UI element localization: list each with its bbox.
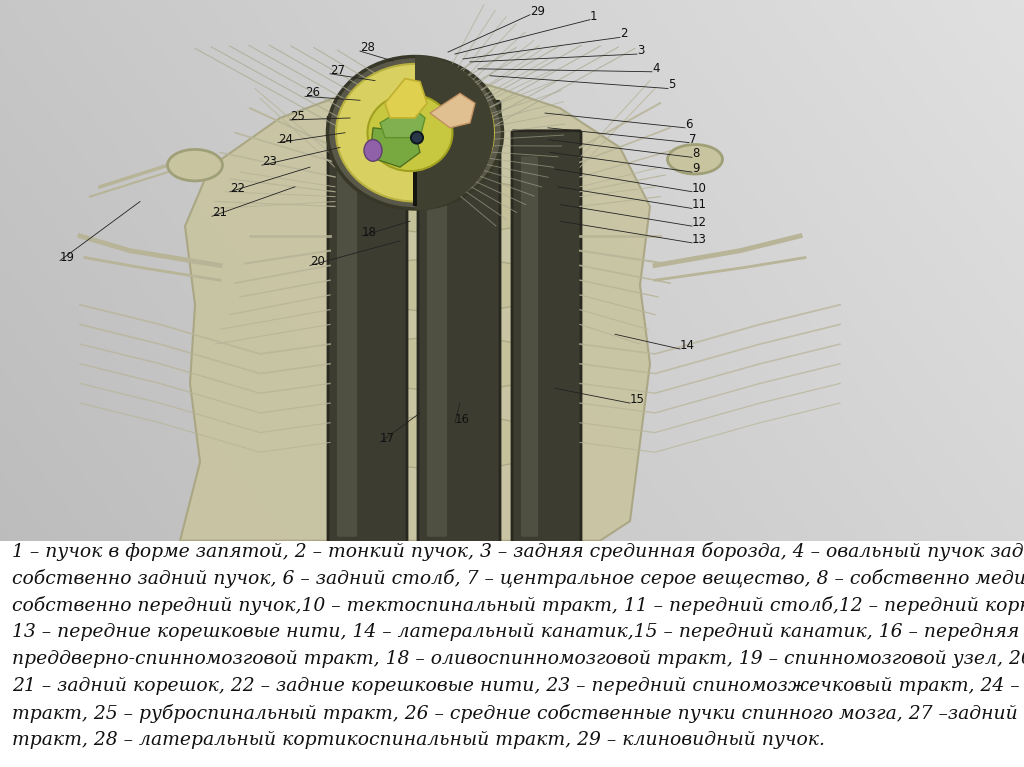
Text: 1 – пучок в форме запятой, 2 – тонкий пучок, 3 – задняя срединная борозда, 4 – о: 1 – пучок в форме запятой, 2 – тонкий пу… [12,542,1024,561]
Text: 1: 1 [590,10,597,23]
Text: тракт, 28 – латеральный кортикоспинальный тракт, 29 – клиновидный пучок.: тракт, 28 – латеральный кортикоспинальны… [12,731,825,749]
FancyBboxPatch shape [337,142,357,537]
Ellipse shape [668,144,723,174]
Text: 10: 10 [692,182,707,195]
FancyBboxPatch shape [512,130,581,543]
Ellipse shape [364,140,382,161]
Polygon shape [430,94,475,128]
Text: 21: 21 [212,206,227,219]
Text: 24: 24 [278,133,293,146]
FancyBboxPatch shape [427,127,447,537]
FancyBboxPatch shape [328,116,407,543]
FancyBboxPatch shape [521,156,538,537]
Text: 6: 6 [685,118,692,131]
Text: 29: 29 [530,5,545,18]
Polygon shape [370,128,420,167]
Ellipse shape [368,94,453,171]
Polygon shape [380,105,425,137]
Ellipse shape [350,258,550,312]
Text: собственно передний пучок,10 – тектоспинальный тракт, 11 – передний столб,12 – п: собственно передний пучок,10 – тектоспин… [12,596,1024,615]
Text: 15: 15 [630,393,645,406]
Text: тракт, 25 – руброспинальный тракт, 26 – средние собственные пучки спинного мозга: тракт, 25 – руброспинальный тракт, 26 – … [12,704,1024,723]
Ellipse shape [350,179,550,233]
Ellipse shape [411,132,423,143]
Ellipse shape [328,57,503,209]
Text: 21 – задний корешок, 22 – задние корешковые нити, 23 – передний спиномозжечковый: 21 – задний корешок, 22 – задние корешко… [12,677,1024,695]
Text: 2: 2 [620,28,628,41]
Text: 27: 27 [330,64,345,77]
Ellipse shape [350,416,550,469]
Text: 25: 25 [290,110,305,123]
Text: 19: 19 [60,251,75,264]
Text: 5: 5 [668,78,676,91]
Ellipse shape [350,337,550,391]
Text: 14: 14 [680,339,695,352]
Text: 11: 11 [692,199,707,212]
Text: 22: 22 [230,182,245,195]
Polygon shape [413,172,417,206]
Text: 23: 23 [262,155,276,168]
Text: 4: 4 [652,62,659,74]
Text: 16: 16 [455,413,470,426]
Text: 13 – передние корешковые нити, 14 – латеральный канатик,15 – передний канатик, 1: 13 – передние корешковые нити, 14 – лате… [12,623,1024,641]
Text: 20: 20 [310,255,325,268]
Text: 3: 3 [637,44,644,57]
Text: преддверно-спинномозговой тракт, 18 – оливоспинномозговой тракт, 19 – спинномозг: преддверно-спинномозговой тракт, 18 – ол… [12,650,1024,668]
Polygon shape [385,79,427,118]
Text: 17: 17 [380,433,395,446]
Wedge shape [415,55,494,210]
Text: 28: 28 [360,41,375,54]
Polygon shape [180,69,650,541]
Ellipse shape [168,150,222,181]
Text: 26: 26 [305,87,319,100]
Text: 9: 9 [692,162,699,175]
Ellipse shape [336,64,494,202]
Text: 8: 8 [692,147,699,160]
FancyBboxPatch shape [418,101,500,543]
Text: 18: 18 [362,226,377,239]
Text: собственно задний пучок, 6 – задний столб, 7 – центральное серое вещество, 8 – с: собственно задний пучок, 6 – задний стол… [12,569,1024,588]
Text: 12: 12 [692,216,707,229]
Text: 7: 7 [689,133,696,146]
Text: 13: 13 [692,233,707,246]
